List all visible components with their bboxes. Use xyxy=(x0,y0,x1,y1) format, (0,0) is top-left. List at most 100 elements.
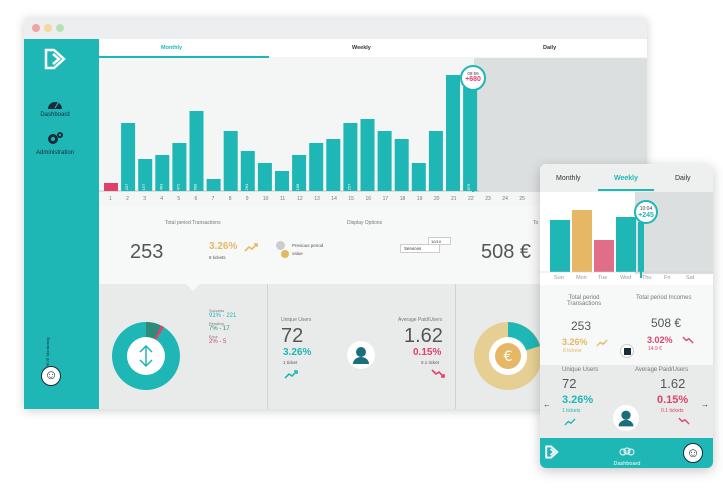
minimize-window-button[interactable] xyxy=(44,24,52,32)
mobile-user-icon xyxy=(618,410,634,427)
mobile-trend-up-icon xyxy=(596,339,608,347)
chart-bar[interactable] xyxy=(309,143,324,191)
mobile-unique-label: Unique Users xyxy=(562,367,599,373)
x-axis-tick-label: 23 xyxy=(485,196,491,202)
trend-up-teal-icon xyxy=(284,370,298,379)
mobile-bar-tue xyxy=(594,240,614,272)
hover-indicator-line xyxy=(472,70,474,192)
x-axis-tick-label: 21 xyxy=(451,196,457,202)
tab-active-underline xyxy=(99,56,269,58)
x-axis-tick-label: 10 xyxy=(262,196,269,202)
mobile-tab-daily[interactable]: Daily xyxy=(675,175,691,182)
chart-bar[interactable] xyxy=(394,139,409,191)
mobile-period-tabs: Monthly Weekly Daily xyxy=(540,164,713,192)
hover-delta: +680 xyxy=(465,76,481,83)
tab-daily[interactable]: Daily xyxy=(543,45,557,51)
chart-bar[interactable] xyxy=(138,159,153,191)
chart-bar[interactable] xyxy=(240,151,255,191)
mobile-day-label: Mon xyxy=(576,275,587,281)
mobile-avatar-smiley-icon[interactable]: ☺ xyxy=(683,443,703,463)
total-transactions-value: 253 xyxy=(130,241,164,263)
mobile-income-sub: 14.9 € xyxy=(648,346,662,352)
chart-bar[interactable] xyxy=(360,119,375,191)
chart-bar[interactable] xyxy=(257,163,272,191)
income-value: 508 € xyxy=(481,241,532,263)
chart-bar[interactable] xyxy=(223,131,238,191)
legend-item-value: 7% - 17 xyxy=(209,326,230,332)
chart-bar[interactable] xyxy=(411,163,426,191)
x-axis-tick-label: 17 xyxy=(382,196,389,202)
chart-bar[interactable] xyxy=(189,111,204,191)
services-select[interactable]: Services xyxy=(400,244,440,253)
mobile-hover-line xyxy=(640,208,642,278)
chart-bar[interactable] xyxy=(172,143,187,191)
chart-bar[interactable] xyxy=(292,155,307,191)
mobile-income-value: 508 € xyxy=(651,316,682,330)
mobile-prev-arrow-icon[interactable]: ← xyxy=(543,400,551,409)
tab-monthly[interactable]: Monthly xyxy=(161,45,183,51)
x-axis-tick-label: 16 xyxy=(365,196,372,202)
x-axis-tick-label: 14 xyxy=(331,196,337,202)
user-avatar-smiley-icon[interactable]: ☺ xyxy=(41,366,61,386)
chart-bar[interactable] xyxy=(206,179,221,191)
chart-bar[interactable] xyxy=(343,123,358,191)
x-axis-labels: 1 2 3 4 5 6 7 8 9 10 11 12 13 14 15 16 17 18 19 20 21 22 23 24 2… xyxy=(99,196,539,206)
period-tabs: Monthly Weekly Daily xyxy=(99,39,647,57)
x-axis-tick-label: 18 xyxy=(399,196,406,202)
legend-item-name: Error xyxy=(209,334,218,339)
chart-bar[interactable] xyxy=(326,139,341,191)
x-axis-tick-label: 13 xyxy=(314,196,320,202)
trend-up-icon xyxy=(244,243,258,252)
mobile-unique-sub: 1 tickets xyxy=(562,408,581,414)
x-axis-tick-label: 25 xyxy=(519,196,525,202)
panel-divider-2 xyxy=(455,284,456,409)
transactions-donut-chart xyxy=(112,322,180,390)
chart-bar[interactable] xyxy=(155,155,170,191)
x-axis-tick-label: 22 xyxy=(468,196,474,202)
legend-item-value: 2% - 5 xyxy=(209,339,227,345)
mobile-tab-monthly[interactable]: Monthly xyxy=(556,175,581,182)
chart-bar[interactable] xyxy=(121,123,136,191)
nav-administration[interactable]: Administration xyxy=(24,131,86,156)
chart-bar[interactable] xyxy=(463,87,478,191)
chart-bar[interactable] xyxy=(275,171,289,191)
mobile-hover-time: 10:04 xyxy=(639,206,653,212)
mobile-unique-value: 72 xyxy=(562,376,577,391)
mobile-income-label: Total period Incomes xyxy=(636,295,692,301)
chart-bar[interactable] xyxy=(428,131,443,191)
mobile-user-circle xyxy=(613,405,639,431)
x-axis-tick-label: 12 xyxy=(297,196,303,202)
user-icon xyxy=(353,347,369,364)
chart-bar[interactable] xyxy=(446,75,460,191)
mobile-avg-trend-icon xyxy=(678,417,690,425)
mobile-toggle-button[interactable] xyxy=(620,344,634,358)
close-window-button[interactable] xyxy=(32,24,40,32)
tab-weekly[interactable]: Weekly xyxy=(352,45,371,51)
nav-dashboard[interactable]: Dashboard xyxy=(24,99,86,118)
total-transactions-label: Total period Transactions xyxy=(165,220,221,226)
mobile-next-arrow-icon[interactable]: → xyxy=(701,400,709,409)
mobile-tab-weekly[interactable]: Weekly xyxy=(614,175,638,182)
mobile-bar-wed xyxy=(616,217,636,272)
chart-bar[interactable] xyxy=(377,131,392,191)
bar-value-label: 689 xyxy=(193,183,198,190)
x-axis-tick-label: 15 xyxy=(348,196,354,202)
value-toggle[interactable] xyxy=(281,250,289,258)
mobile-logo-icon xyxy=(545,445,559,459)
maximize-window-button[interactable] xyxy=(56,24,64,32)
avg-paid-label: Average Paid/Users xyxy=(398,317,443,323)
mobile-day-label: Thu xyxy=(642,275,652,281)
unique-users-pct: 3.26% xyxy=(283,347,312,358)
mobile-unique-trend-icon xyxy=(564,418,576,426)
avg-paid-sub: 0.1 ticket xyxy=(421,360,440,365)
previous-period-toggle[interactable] xyxy=(276,241,285,250)
chart-bar[interactable] xyxy=(104,183,118,191)
x-axis-tick-label: 3 xyxy=(143,196,146,202)
mobile-nav-dashboard[interactable]: Dashboard xyxy=(612,443,642,467)
bar-value-label: 168 xyxy=(295,183,300,190)
bar-value-label: 257 xyxy=(346,183,351,190)
previous-period-option: Previous period xyxy=(292,243,324,248)
transactions-tickets: 8 tickets xyxy=(209,255,226,260)
mobile-day-label: Wed xyxy=(620,275,632,281)
nav-administration-label: Administration xyxy=(35,150,74,156)
